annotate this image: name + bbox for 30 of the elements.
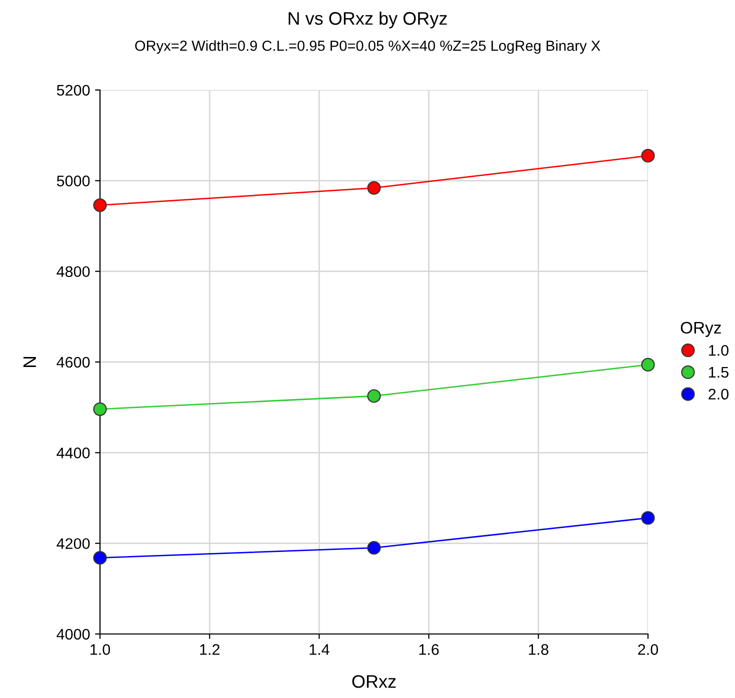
legend-label: 1.5 [709,367,728,378]
x-tick-label: 2.0 [638,644,658,655]
point [367,541,381,555]
y-tick-label: 4800 [56,266,90,278]
x-axis-title: ORxz [352,675,396,688]
y-tick-label: 4600 [56,356,90,368]
chart-title: N vs ORxz by ORyz [288,12,447,28]
y-axis-title: N [23,356,36,368]
x-tick-label: 1.4 [310,644,330,655]
chart-subtitle: ORyx=2 Width=0.9 C.L.=0.95 P0=0.05 %X=40 %Z=25 LogReg Binary X [135,40,600,54]
y-tick-label: 5000 [56,176,90,186]
x-tick-label: 1.8 [528,644,548,655]
y-tick-label: 4200 [56,538,90,550]
y-tick-label: 5200 [56,84,90,96]
x-tick-label: 1.6 [419,644,439,655]
point [367,389,381,403]
legend-label: 2.0 [708,388,728,400]
x-tick-label: 1.2 [200,644,220,655]
point [641,148,655,163]
point [367,181,381,195]
point [641,511,655,525]
y-tick-label: 4400 [56,448,90,458]
point [641,358,655,372]
point [93,402,107,416]
point [93,198,107,212]
y-tick-label: 4000 [56,628,90,640]
point [93,551,107,565]
x-tick-label: 1.0 [90,644,110,655]
legend-label: 1.0 [709,344,728,356]
legend-title: ORyz [680,322,721,337]
